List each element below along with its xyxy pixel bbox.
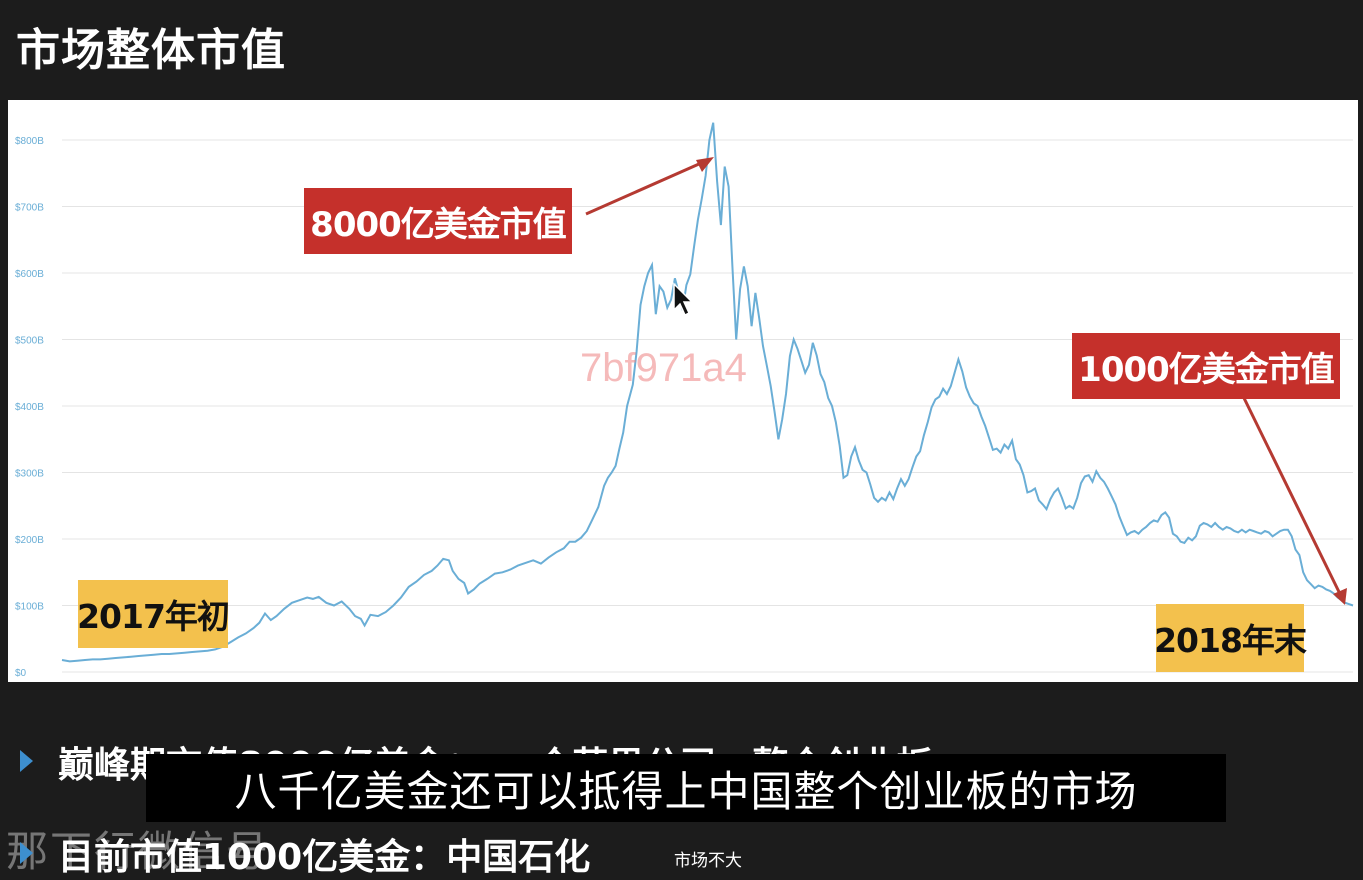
market-cap-line — [61, 122, 1354, 663]
current-market-cap-callout: 1000亿美金市值 — [1072, 333, 1340, 399]
bullet-arrow-icon — [20, 750, 33, 772]
channel-watermark: 那下行微信号 — [6, 827, 271, 876]
y-tick-label: $800B — [15, 136, 44, 147]
peak-market-cap-callout: 8000亿美金市值 — [304, 188, 572, 254]
y-tick-label: $600B — [15, 269, 44, 280]
chart-panel: $0 $100B $200B $300B $400B $500B $600B $700B $80… — [8, 100, 1358, 682]
bullet-arrow-icon — [20, 842, 33, 864]
video-subtitle: 八千亿美金还可以抵得上中国整个创业板的市场 — [146, 754, 1226, 822]
y-tick-label: $400B — [15, 402, 44, 413]
grid-layer — [62, 139, 1353, 673]
y-tick-label: $300B — [15, 469, 44, 480]
peak-arrow-head — [696, 157, 714, 172]
peak-arrow-shaft — [585, 158, 709, 216]
y-axis: $0 $100B $200B $300B $400B $500B $600B $700B $80… — [15, 136, 44, 679]
y-tick-label: $100B — [15, 602, 44, 613]
watermark-text: 7bf971a4 — [580, 346, 747, 390]
end-date-badge: 2018年末 — [1154, 604, 1307, 672]
bullet-current-text: 目前市值1000亿美金：中国石化 — [58, 837, 591, 878]
slide-title: 市场整体市值 — [16, 25, 286, 76]
current-arrow-head — [1333, 588, 1347, 605]
y-tick-label: $700B — [15, 203, 44, 214]
small-note: 市场不大 — [674, 851, 742, 871]
y-tick-label: $500B — [15, 336, 44, 347]
current-arrow-shaft — [1242, 397, 1343, 597]
y-tick-label: $200B — [15, 535, 44, 546]
start-date-badge: 2017年初 — [77, 580, 230, 648]
market-cap-chart: $0 $100B $200B $300B $400B $500B $600B $700B $80… — [15, 122, 1354, 679]
mouse-cursor-icon — [673, 282, 694, 317]
y-tick-label: $0 — [15, 668, 27, 679]
